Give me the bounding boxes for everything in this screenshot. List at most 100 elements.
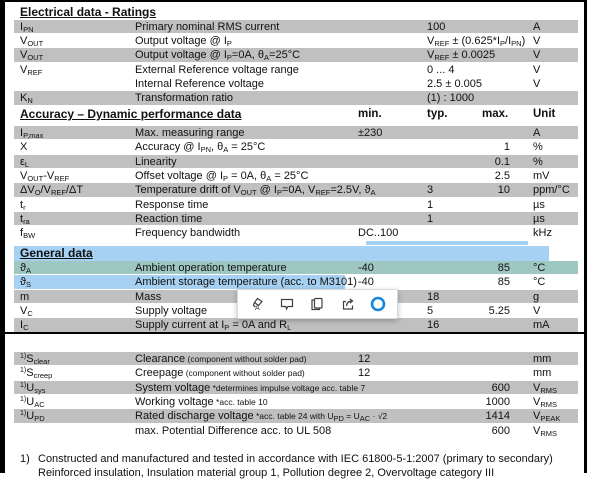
typ-value-cell: 1 [427, 213, 434, 226]
table-row: εL Linearity 0.1% [14, 154, 578, 169]
max-value-cell: 600 [491, 381, 510, 394]
footnote-line-1: Constructed and manufactured and tested … [38, 453, 553, 465]
frame-border-right [584, 0, 587, 473]
text-selection-highlight-strip [366, 241, 528, 245]
typ-value-cell: 16 [427, 319, 440, 332]
description-cell: Output voltage @ IP=0A, θA=25°C [135, 49, 301, 63]
description-cell: Max. measuring range [135, 127, 245, 139]
unit-cell: kHz [533, 227, 552, 240]
min-value-cell: -40 [358, 262, 374, 274]
share-icon[interactable] [338, 294, 358, 314]
table-row: ΔVO/VREF/ΔT Temperature drift of VOUT @ I… [14, 183, 578, 198]
typ-value-cell: 3 [427, 184, 434, 197]
description-cell: Internal Reference voltage [135, 77, 265, 90]
min-value-cell: -40 [358, 276, 374, 289]
description-cell: Frequency bandwidth [135, 227, 241, 240]
unit-cell: mm [533, 353, 552, 365]
table-row: 1)Screep Creepage (component without sold… [14, 366, 578, 380]
symbol-cell: VOUT-VREF [20, 170, 70, 184]
table-row: VOUT Output voltage @ IP=0A, θA=25°C VREF … [14, 48, 578, 62]
description-cell: Primary nominal RMS current [135, 20, 280, 33]
unit-cell: mA [533, 319, 550, 332]
description-cell: Transformation ratio [135, 92, 234, 105]
max-value-cell: 1414 [485, 410, 510, 423]
symbol-cell: tr [20, 198, 26, 212]
unit-cell: V [533, 305, 541, 318]
svg-text:A: A [255, 305, 260, 312]
unit-cell: V [533, 77, 541, 90]
max-value-cell: 10 [497, 184, 510, 197]
footnote-marker: 1) [20, 453, 30, 465]
section-heading-accuracy: Accuracy – Dynamic performance data [20, 107, 242, 121]
table-row: KN Transformation ratio (1) : 1000 [14, 91, 578, 105]
typ-value-cell: (1) : 1000 [427, 92, 475, 105]
unit-cell: % [533, 155, 543, 168]
description-note: (component without solder pad) [183, 368, 305, 379]
section-heading-general: General data [20, 246, 93, 260]
symbol-cell: X [20, 141, 28, 154]
unit-cell: VPEAK [533, 410, 561, 424]
unit-cell: g [533, 290, 540, 303]
table-row: IC Supply current at IP = 0A and RL 16 mA [14, 318, 578, 333]
min-value-cell: 12 [358, 353, 371, 365]
table-row: tra Reaction time 1 µs [14, 212, 578, 226]
max-value-cell: 85 [497, 262, 510, 274]
unit-cell: VRMS [533, 381, 558, 395]
description-cell: Offset voltage @ IP = 0A, θA = 25°C [135, 170, 309, 184]
description-cell: System voltage *determines impulse volta… [135, 381, 366, 394]
column-header-typ: typ. [427, 108, 448, 120]
min-value-cell: ±230 [358, 127, 383, 139]
min-value-cell: 12 [358, 367, 371, 380]
symbol-cell: ϑA [20, 262, 32, 275]
unit-cell: VRMS [533, 396, 558, 410]
max-value-cell: 5.25 [488, 305, 510, 318]
symbol-cell: IC [20, 319, 29, 333]
description-cell: Linearity [135, 155, 177, 168]
description-cell: Response time [135, 198, 209, 211]
table-row: VOUT-VREF Offset voltage @ IP = 0A, θA = … [14, 169, 578, 183]
description-cell: max. Potential Difference acc. to UL 508 [135, 424, 332, 437]
symbol-cell: 1)Usys [20, 381, 46, 395]
unit-cell: % [533, 141, 543, 154]
unit-cell: A [533, 127, 541, 139]
symbol-cell: VOUT [20, 34, 44, 48]
table-row: X Accuracy @ IPN, θA = 25°C 1% [14, 140, 578, 154]
symbol-cell: KN [20, 92, 33, 106]
description-note: *acc. table 10 [213, 397, 268, 408]
description-cell: Supply current at IP = 0A and RL [135, 319, 292, 333]
description-cell: External Reference voltage range [135, 63, 299, 76]
table-row: tr Response time 1 µs [14, 198, 578, 212]
comment-icon[interactable] [277, 294, 297, 314]
frame-border-left [0, 0, 5, 473]
column-header-max: max. [482, 108, 509, 120]
table-row: 1)UAC Working voltage *acc. table 10 1000 V… [14, 395, 578, 409]
general-data-table: ϑA Ambient operation temperature -40 85 °C ϑS… [14, 261, 578, 333]
description-note: *determines impulse voltage acc. table 7 [210, 382, 366, 393]
column-header-min: min. [358, 108, 382, 120]
typ-value-cell: VREF ± 0.0025 [427, 49, 496, 63]
max-value-cell: 600 [491, 424, 510, 437]
unit-cell: mV [533, 170, 550, 183]
frame-border-top [0, 0, 587, 2]
section-heading-electrical: Electrical data - Ratings [20, 5, 157, 19]
column-header-unit: Unit [533, 108, 556, 120]
max-value-cell: 1000 [485, 396, 510, 409]
cortana-icon[interactable] [368, 294, 388, 314]
accuracy-performance-table: IP,max Max. measuring range ±230 A X Accuracy… [14, 126, 578, 241]
table-row: VC Supply voltage 5 5.25 V [14, 304, 578, 318]
unit-cell: mm [533, 367, 552, 380]
max-value-cell: 85 [497, 276, 510, 289]
table-row: fBW Frequency bandwidth DC..100 kHz [14, 226, 578, 240]
typ-value-cell: 18 [427, 290, 440, 303]
table-row: max. Potential Difference acc. to UL 508… [14, 424, 578, 438]
description-cell: Rated discharge voltage *acc. table 24 w… [135, 410, 388, 424]
electrical-ratings-table: IPN Primary nominal RMS current 100 A VOUT Ou… [14, 19, 578, 106]
highlighter-icon[interactable]: A [247, 294, 267, 314]
description-cell: Working voltage *acc. table 10 [135, 396, 268, 409]
symbol-cell: 1)UAC [20, 396, 45, 410]
typ-value-cell: VREF ± (0.625*IP/IPN) [427, 34, 526, 48]
symbol-cell: 1)UPD [20, 410, 45, 424]
copy-icon[interactable] [307, 294, 327, 314]
typ-value-cell: 1 [427, 198, 434, 211]
symbol-cell: VOUT [20, 49, 44, 63]
